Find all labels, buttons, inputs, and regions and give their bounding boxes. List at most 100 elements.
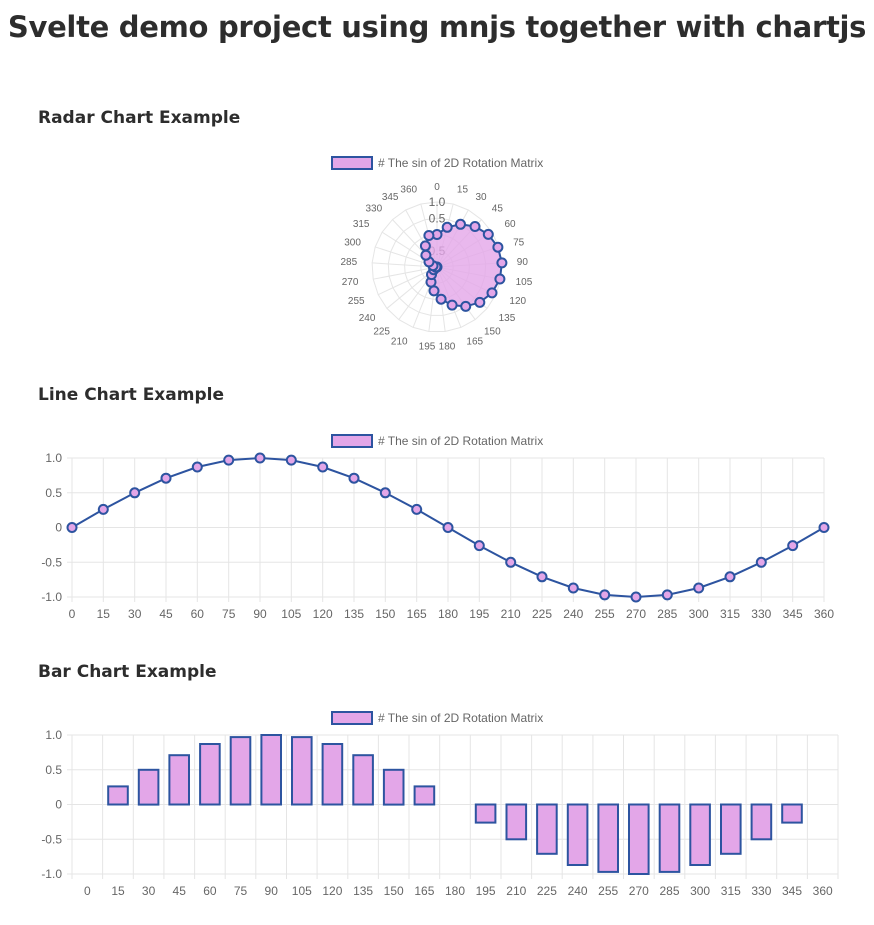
x-tick-label: 150 [384,884,404,898]
y-tick-label: 0 [55,798,62,812]
radar-point [469,221,481,232]
bar [720,803,742,855]
radar-point-label: 150 [484,327,501,338]
bar [536,803,558,855]
radar-legend[interactable]: # The sin of 2D Rotation Matrix [331,156,543,170]
x-tick-label: 360 [813,884,833,898]
bar [291,736,313,806]
radar-legend-swatch [331,156,373,170]
line-point [505,556,517,568]
line-point [97,503,109,515]
radar-point-label: 120 [509,296,526,307]
x-tick-label: 240 [563,607,583,621]
radar-point [474,296,486,308]
bar [750,803,773,841]
radar-point-label: 45 [492,204,504,215]
line-point [317,461,329,473]
x-tick-label: 60 [203,884,217,898]
x-tick-label: 90 [253,607,267,621]
radar-point-label: 270 [342,277,359,288]
line-point [411,503,423,515]
bar [199,743,221,806]
x-tick-label: 180 [438,607,458,621]
bar [321,743,344,806]
radar-point [494,273,506,285]
line-point [285,454,297,466]
x-tick-label: 300 [690,884,710,898]
radar-point [455,218,466,230]
y-tick-label: 1.0 [45,728,62,742]
radar-point-label: 180 [439,341,456,352]
x-tick-label: 300 [689,607,709,621]
bar [658,803,681,873]
x-tick-label: 225 [532,607,552,621]
bar-series [107,734,803,875]
line-point [693,582,705,594]
x-tick-label: 195 [469,607,489,621]
radar-chart-heading: Radar Chart Example [38,108,241,128]
line-point [442,522,454,533]
radar-point [486,287,498,299]
radar-point-label: 210 [391,336,408,347]
bar [689,803,711,866]
line-point [818,522,830,533]
radar-point [441,221,453,233]
y-tick-label: 0.5 [45,763,62,777]
radar-point-label: 60 [505,219,517,230]
radar-point [428,285,440,297]
line-point [724,571,736,583]
line-legend-swatch [331,434,373,448]
x-tick-label: 165 [407,607,427,621]
x-tick-label: 0 [84,884,91,898]
bar [382,768,405,806]
bar [137,768,160,806]
line-point [536,571,548,583]
line-point [348,472,360,484]
radar-point [482,228,494,240]
bar-legend[interactable]: # The sin of 2D Rotation Matrix [331,711,543,725]
radar-point [423,230,435,241]
radar-point [460,300,472,312]
line-series [66,452,830,603]
radar-point [492,241,504,253]
x-tick-label: 195 [476,884,496,898]
line-point [661,589,673,601]
x-tick-label: 165 [414,884,434,898]
bar [628,803,650,875]
x-tick-label: 150 [375,607,395,621]
line-point [379,487,391,499]
bar [229,736,252,806]
bar [597,803,620,873]
bar [168,754,190,806]
x-tick-label: 75 [234,884,248,898]
radar-point-labels: 0 153045607590105120135150165180195210225… [341,182,533,352]
radar-point-label: 285 [341,257,358,268]
radar-legend-label: # The sin of 2D Rotation Matrix [378,156,543,170]
radar-point-label: 165 [466,336,483,347]
radar-point-label: 135 [499,313,516,324]
x-tick-label: 285 [659,884,679,898]
x-tick-label: 30 [142,884,156,898]
radar-point-label: 255 [348,296,365,307]
y-tick-label: 1.0 [45,451,62,465]
x-tick-label: 270 [629,884,649,898]
x-tick-label: 255 [598,884,618,898]
radar-scale-tick: 1.0 [429,195,446,209]
line-point [473,540,485,552]
x-tick-label: 105 [281,607,301,621]
bar [107,785,129,806]
y-tick-label: -0.5 [41,555,62,569]
x-tick-label: 105 [292,884,312,898]
x-tick-label: 75 [222,607,236,621]
bar [413,785,436,806]
line-legend[interactable]: # The sin of 2D Rotation Matrix [331,434,543,448]
radar-scale-tick: 0.5 [429,211,446,225]
bar [505,803,528,841]
radar-chart: # The sin of 2D Rotation Matrix 0 15 30 456… [331,156,543,352]
x-tick-label: 210 [501,607,521,621]
radar-point-label: 15 [457,185,469,196]
line-point [129,487,141,499]
line-point [254,452,266,464]
radar-point-label: 330 [366,204,383,215]
y-tick-label: 0.5 [45,486,62,500]
